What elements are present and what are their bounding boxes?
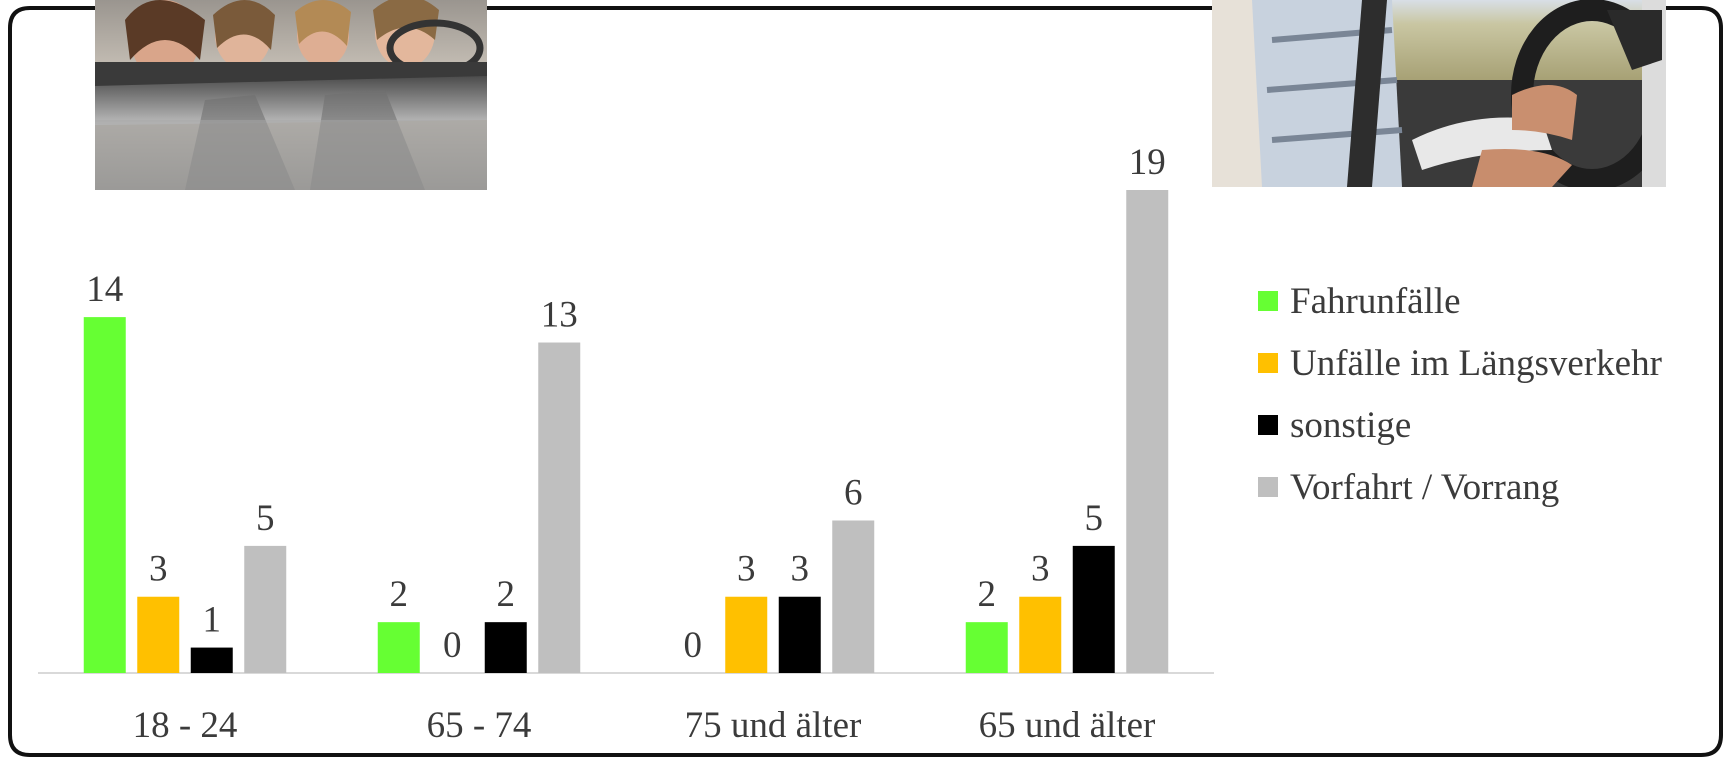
bar-0-3 <box>244 545 287 673</box>
legend-swatch-0 <box>1258 291 1278 311</box>
legend-label-3: Vorfahrt / Vorrang <box>1290 466 1560 508</box>
data-label-0-0: 14 <box>86 269 123 310</box>
data-label-3-2: 5 <box>1085 498 1104 539</box>
data-label-2-3: 6 <box>844 472 863 513</box>
category-label-1: 65 - 74 <box>427 705 532 746</box>
legend-item-3: Vorfahrt / Vorrang <box>1258 456 1662 518</box>
data-label-0-2: 1 <box>203 600 222 641</box>
bar-1-2 <box>484 622 527 673</box>
data-label-1-1: 0 <box>443 625 462 666</box>
legend-item-0: Fahrunfälle <box>1258 270 1662 332</box>
data-label-3-3: 19 <box>1129 142 1166 183</box>
category-label-3: 65 und älter <box>979 705 1156 746</box>
data-label-2-2: 3 <box>791 549 810 590</box>
bar-2-3 <box>832 520 875 673</box>
legend-label-2: sonstige <box>1290 404 1412 446</box>
data-label-2-1: 3 <box>737 549 756 590</box>
category-label-0: 18 - 24 <box>133 705 238 746</box>
young-passengers-photo <box>95 0 487 190</box>
bar-3-0 <box>965 622 1008 673</box>
data-label-1-3: 13 <box>541 295 578 336</box>
bar-3-3 <box>1126 190 1169 673</box>
bar-0-2 <box>190 647 233 673</box>
data-label-1-0: 2 <box>390 574 409 615</box>
bar-3-1 <box>1019 596 1062 673</box>
bar-2-2 <box>778 596 821 673</box>
legend-label-1: Unfälle im Längsverkehr <box>1290 342 1662 384</box>
data-label-1-2: 2 <box>497 574 516 615</box>
bar-1-3 <box>538 342 581 673</box>
bar-1-0 <box>377 622 420 673</box>
category-label-2: 75 und älter <box>685 705 862 746</box>
bar-3-2 <box>1072 545 1115 673</box>
bar-2-1 <box>725 596 768 673</box>
legend: Fahrunfälle Unfälle im Längsverkehr sonsti… <box>1258 270 1662 518</box>
data-label-3-0: 2 <box>978 574 997 615</box>
data-label-2-0: 0 <box>684 625 703 666</box>
legend-swatch-2 <box>1258 415 1278 435</box>
data-label-0-3: 5 <box>256 498 275 539</box>
senior-driver-photo <box>1212 0 1666 187</box>
legend-swatch-3 <box>1258 477 1278 497</box>
data-label-0-1: 3 <box>149 549 168 590</box>
legend-swatch-1 <box>1258 353 1278 373</box>
legend-item-2: sonstige <box>1258 394 1662 456</box>
legend-label-0: Fahrunfälle <box>1290 280 1461 322</box>
bar-0-0 <box>83 317 126 673</box>
bar-0-1 <box>137 596 180 673</box>
data-label-3-1: 3 <box>1031 549 1050 590</box>
legend-item-1: Unfälle im Längsverkehr <box>1258 332 1662 394</box>
